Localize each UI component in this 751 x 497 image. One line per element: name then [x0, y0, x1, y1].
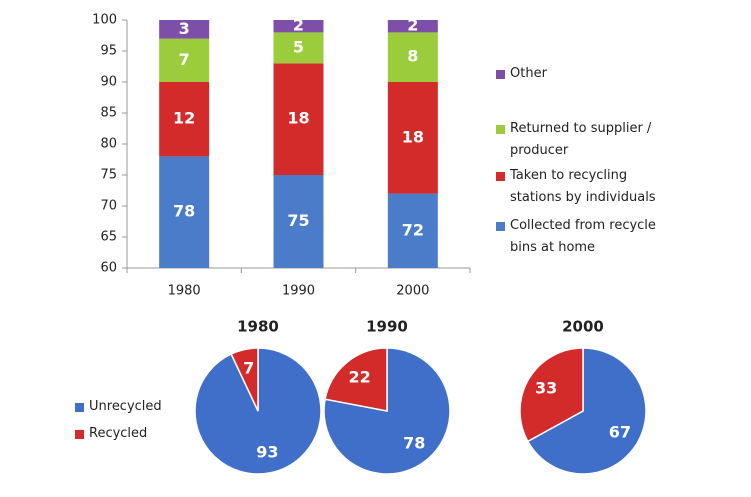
- y-tick-label: 95: [100, 44, 117, 59]
- legend-swatch: [75, 403, 84, 412]
- bar-value-label: 75: [287, 211, 309, 230]
- bar-segment: [273, 63, 324, 175]
- bar-value-label: 3: [179, 19, 190, 38]
- legend-label: Recycled: [89, 426, 148, 441]
- pie-value-label: 7: [243, 359, 254, 378]
- legend-label: Taken to recycling stations by individua…: [510, 168, 656, 205]
- bar-value-label: 5: [293, 37, 304, 56]
- pie-value-label: 78: [403, 434, 425, 453]
- bar-segment: [159, 20, 210, 39]
- legend-entry: Collected from recycle bins at home: [496, 215, 676, 259]
- bar-segment: [273, 20, 324, 33]
- bar-segment: [159, 82, 210, 157]
- legend-swatch: [496, 125, 505, 134]
- legend-entry: Recycled: [75, 423, 255, 445]
- bar-segment: [387, 193, 438, 268]
- pie-value-label: 22: [349, 367, 371, 386]
- bar-segment: [387, 20, 438, 33]
- y-tick-label: 85: [100, 106, 117, 121]
- bar-segment: [159, 156, 210, 268]
- pie-title: 1980: [237, 318, 279, 336]
- pie-slice: [230, 347, 259, 412]
- bar-segment: [159, 38, 210, 82]
- bar-segment: [387, 32, 438, 82]
- legend-label: Other: [510, 66, 547, 81]
- bar-segment: [273, 32, 324, 64]
- x-tick-label: 1980: [168, 284, 201, 299]
- pie-value-label: 67: [609, 422, 631, 441]
- bar-segment: [387, 82, 438, 194]
- y-tick-label: 90: [100, 75, 117, 90]
- bar-value-label: 2: [407, 16, 418, 35]
- legend-entry: Other: [496, 63, 676, 85]
- legend-entry: Returned to supplier / producer: [496, 118, 676, 162]
- legend-swatch: [496, 172, 505, 181]
- bar-value-label: 7: [179, 50, 190, 69]
- legend-swatch: [496, 222, 505, 231]
- pie-value-label: 33: [535, 379, 557, 398]
- legend-entry: Taken to recycling stations by individua…: [496, 165, 676, 209]
- pie-slice: [526, 347, 647, 475]
- y-tick-label: 70: [100, 199, 117, 214]
- pie-slice: [519, 347, 584, 443]
- y-tick-label: 80: [100, 137, 117, 152]
- y-tick-label: 60: [100, 261, 117, 276]
- bar-value-label: 2: [293, 16, 304, 35]
- bar-value-label: 78: [173, 202, 195, 221]
- pie-title: 2000: [562, 318, 604, 336]
- legend-swatch: [75, 430, 84, 439]
- bar-value-label: 8: [407, 47, 418, 66]
- pie-title: 1990: [366, 318, 408, 336]
- x-tick-label: 1990: [282, 284, 315, 299]
- legend-label: Returned to supplier / producer: [510, 121, 652, 158]
- bar-segment: [273, 175, 324, 268]
- pie-slice: [324, 347, 388, 412]
- bar-value-label: 12: [173, 109, 195, 128]
- y-tick-label: 75: [100, 168, 117, 183]
- y-tick-label: 100: [92, 13, 117, 28]
- pie-value-label: 93: [256, 442, 278, 461]
- y-tick-label: 65: [100, 230, 117, 245]
- legend-label: Collected from recycle bins at home: [510, 218, 656, 255]
- legend-entry: Unrecycled: [75, 396, 255, 418]
- bar-value-label: 72: [402, 220, 424, 239]
- bar-value-label: 18: [287, 109, 309, 128]
- bar-value-label: 18: [402, 127, 424, 146]
- legend-label: Unrecycled: [89, 399, 162, 414]
- x-tick-label: 2000: [396, 284, 429, 299]
- legend-swatch: [496, 70, 505, 79]
